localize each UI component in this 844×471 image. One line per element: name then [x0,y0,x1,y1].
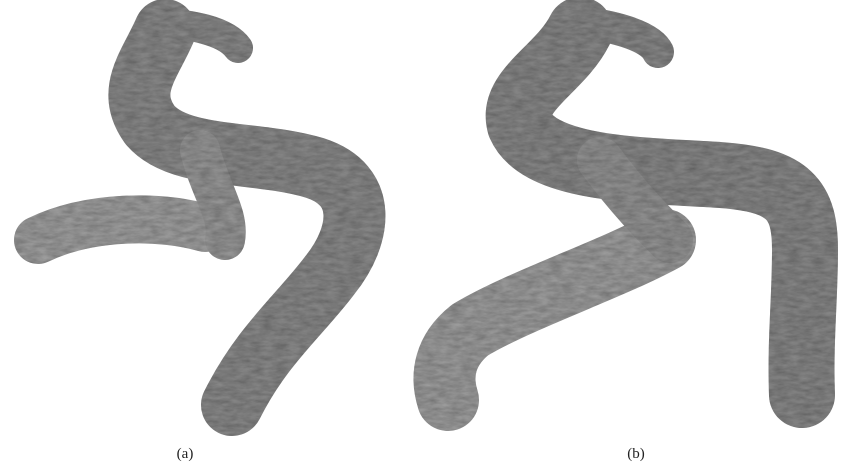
caption: (b) [627,446,645,462]
figure: (a) (b) [0,0,844,471]
render-b [444,22,805,400]
render-a [38,22,354,405]
caption: (a) [177,446,194,462]
